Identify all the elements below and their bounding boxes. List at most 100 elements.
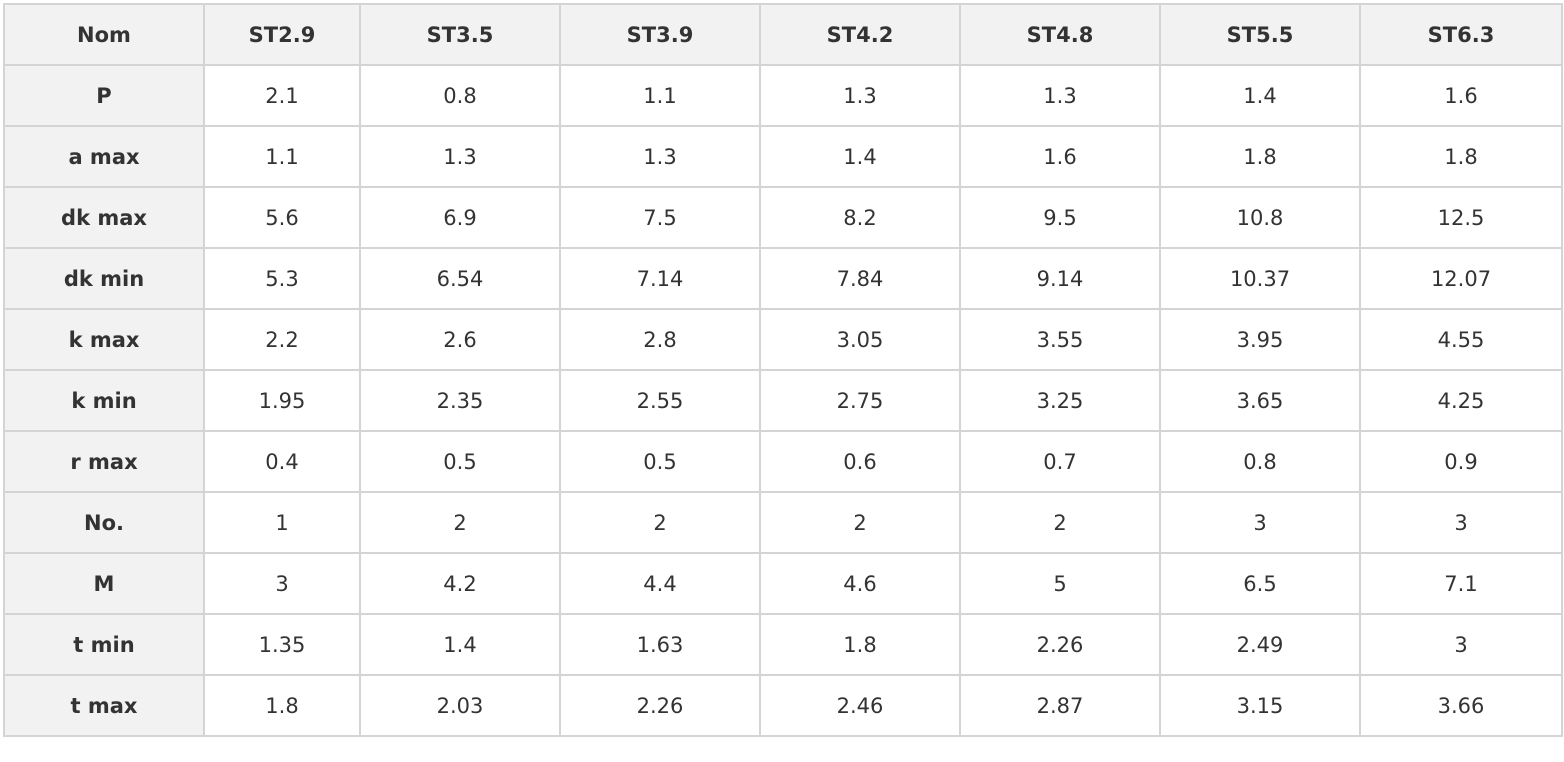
row-label: t max (3, 674, 205, 737)
cell: 10.8 (1159, 186, 1361, 249)
cell: 3.15 (1159, 674, 1361, 737)
cell: 7.84 (759, 247, 961, 310)
cell: 9.5 (959, 186, 1161, 249)
cell: 1.4 (359, 613, 561, 676)
cell: 0.8 (1159, 430, 1361, 493)
cell: 3.66 (1359, 674, 1563, 737)
cell: 3 (203, 552, 361, 615)
cell: 0.9 (1359, 430, 1563, 493)
cell: 7.5 (559, 186, 761, 249)
cell: 2.87 (959, 674, 1161, 737)
cell: 2.35 (359, 369, 561, 432)
cell: 0.4 (203, 430, 361, 493)
row-label: M (3, 552, 205, 615)
header-cell: ST2.9 (203, 3, 361, 66)
table-row: a max 1.1 1.3 1.3 1.4 1.6 1.8 1.8 (3, 125, 1563, 188)
header-cell: ST4.2 (759, 3, 961, 66)
table-body: P 2.1 0.8 1.1 1.3 1.3 1.4 1.6 a max 1.1 1.3 1.3 1.4 1… (3, 64, 1563, 737)
cell: 0.6 (759, 430, 961, 493)
header-cell: ST3.9 (559, 3, 761, 66)
cell: 2.2 (203, 308, 361, 371)
row-label: dk max (3, 186, 205, 249)
cell: 6.54 (359, 247, 561, 310)
cell: 0.8 (359, 64, 561, 127)
table-row: t max 1.8 2.03 2.26 2.46 2.87 3.15 3.66 (3, 674, 1563, 737)
table-row: k max 2.2 2.6 2.8 3.05 3.55 3.95 4.55 (3, 308, 1563, 371)
cell: 4.6 (759, 552, 961, 615)
cell: 2.75 (759, 369, 961, 432)
cell: 2.55 (559, 369, 761, 432)
cell: 2 (559, 491, 761, 554)
cell: 1.1 (203, 125, 361, 188)
cell: 4.25 (1359, 369, 1563, 432)
row-label: No. (3, 491, 205, 554)
row-label: P (3, 64, 205, 127)
cell: 1.3 (559, 125, 761, 188)
cell: 1.8 (1159, 125, 1361, 188)
cell: 6.9 (359, 186, 561, 249)
cell: 1 (203, 491, 361, 554)
cell: 9.14 (959, 247, 1161, 310)
cell: 1.8 (203, 674, 361, 737)
cell: 3 (1359, 613, 1563, 676)
cell: 4.55 (1359, 308, 1563, 371)
header-cell: ST3.5 (359, 3, 561, 66)
cell: 2.49 (1159, 613, 1361, 676)
row-label: r max (3, 430, 205, 493)
header-cell: ST4.8 (959, 3, 1161, 66)
table-row: t min 1.35 1.4 1.63 1.8 2.26 2.49 3 (3, 613, 1563, 676)
cell: 1.3 (759, 64, 961, 127)
cell: 1.3 (959, 64, 1161, 127)
cell: 1.6 (959, 125, 1161, 188)
header-cell: Nom (3, 3, 205, 66)
cell: 1.4 (759, 125, 961, 188)
row-label: t min (3, 613, 205, 676)
table-row: r max 0.4 0.5 0.5 0.6 0.7 0.8 0.9 (3, 430, 1563, 493)
cell: 2 (759, 491, 961, 554)
header-cell: ST6.3 (1359, 3, 1563, 66)
spec-table: Nom ST2.9 ST3.5 ST3.9 ST4.2 ST4.8 ST5.5 ST6.3 P… (3, 3, 1563, 737)
cell: 0.7 (959, 430, 1161, 493)
cell: 5.3 (203, 247, 361, 310)
row-label: k max (3, 308, 205, 371)
cell: 5.6 (203, 186, 361, 249)
row-label: k min (3, 369, 205, 432)
cell: 3.05 (759, 308, 961, 371)
cell: 0.5 (359, 430, 561, 493)
cell: 1.8 (759, 613, 961, 676)
row-label: dk min (3, 247, 205, 310)
cell: 2.8 (559, 308, 761, 371)
cell: 2.26 (559, 674, 761, 737)
cell: 1.8 (1359, 125, 1563, 188)
table-row: No. 1 2 2 2 2 3 3 (3, 491, 1563, 554)
cell: 5 (959, 552, 1161, 615)
cell: 3 (1359, 491, 1563, 554)
cell: 1.35 (203, 613, 361, 676)
table-row: M 3 4.2 4.4 4.6 5 6.5 7.1 (3, 552, 1563, 615)
cell: 1.95 (203, 369, 361, 432)
cell: 4.2 (359, 552, 561, 615)
table-row: dk min 5.3 6.54 7.14 7.84 9.14 10.37 12.07 (3, 247, 1563, 310)
cell: 7.14 (559, 247, 761, 310)
cell: 2 (359, 491, 561, 554)
cell: 2.6 (359, 308, 561, 371)
cell: 3.55 (959, 308, 1161, 371)
table-row: dk max 5.6 6.9 7.5 8.2 9.5 10.8 12.5 (3, 186, 1563, 249)
cell: 3.95 (1159, 308, 1361, 371)
cell: 2.03 (359, 674, 561, 737)
table-row: P 2.1 0.8 1.1 1.3 1.3 1.4 1.6 (3, 64, 1563, 127)
cell: 12.5 (1359, 186, 1563, 249)
cell: 2.1 (203, 64, 361, 127)
cell: 8.2 (759, 186, 961, 249)
cell: 10.37 (1159, 247, 1361, 310)
header-cell: ST5.5 (1159, 3, 1361, 66)
cell: 1.6 (1359, 64, 1563, 127)
cell: 1.3 (359, 125, 561, 188)
cell: 3.25 (959, 369, 1161, 432)
cell: 0.5 (559, 430, 761, 493)
cell: 12.07 (1359, 247, 1563, 310)
row-label: a max (3, 125, 205, 188)
cell: 4.4 (559, 552, 761, 615)
cell: 1.63 (559, 613, 761, 676)
